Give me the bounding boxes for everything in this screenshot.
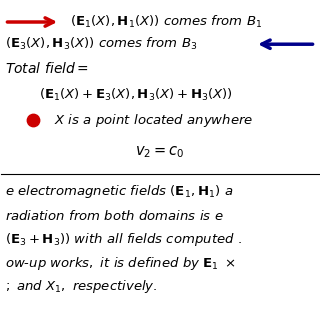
Text: $\it{;\ and\ }X_1\it{,\ respectively.}$: $\it{;\ and\ }X_1\it{,\ respectively.}$: [4, 278, 157, 295]
Point: [30, 118, 36, 123]
Text: $\it{ow\text{-}up\ works,\ it\ is\ defined\ by\ }\mathbf{E}_1\it{\ \times}$: $\it{ow\text{-}up\ works,\ it\ is\ defin…: [4, 255, 236, 272]
Text: $\it{e\ electromagnetic\ fields\ }(\mathbf{E}_1, \mathbf{H}_1)\it{\ a}$: $\it{e\ electromagnetic\ fields\ }(\math…: [4, 183, 233, 200]
Text: $\it{Total\ field=}$: $\it{Total\ field=}$: [4, 60, 89, 76]
Text: $(\mathbf{E}_1(X) + \mathbf{E}_3(X), \mathbf{H}_3(X) + \mathbf{H}_3(X))$: $(\mathbf{E}_1(X) + \mathbf{E}_3(X), \ma…: [39, 87, 233, 103]
Text: $(\mathbf{E}_3 + \mathbf{H}_3)\it{)\ with\ all\ fields\ computed\ .}$: $(\mathbf{E}_3 + \mathbf{H}_3)\it{)\ wit…: [4, 231, 241, 248]
Text: $X\ \it{is\ a\ point\ located\ anywhere}$: $X\ \it{is\ a\ point\ located\ anywhere}…: [54, 112, 253, 129]
Text: $(\mathbf{E}_1(X), \mathbf{H}_1(X))$ $\it{comes\ from\ B_1}$: $(\mathbf{E}_1(X), \mathbf{H}_1(X))$ $\i…: [69, 14, 262, 30]
Text: $\it{radiation\ from\ both\ domains\ is\ e}$: $\it{radiation\ from\ both\ domains\ is\…: [4, 209, 223, 222]
Text: $(\mathbf{E}_3(X), \mathbf{H}_3(X))$ $\it{comes\ from\ B_3}$: $(\mathbf{E}_3(X), \mathbf{H}_3(X))$ $\i…: [4, 36, 197, 52]
Text: $v_2 = c_0$: $v_2 = c_0$: [135, 144, 184, 160]
